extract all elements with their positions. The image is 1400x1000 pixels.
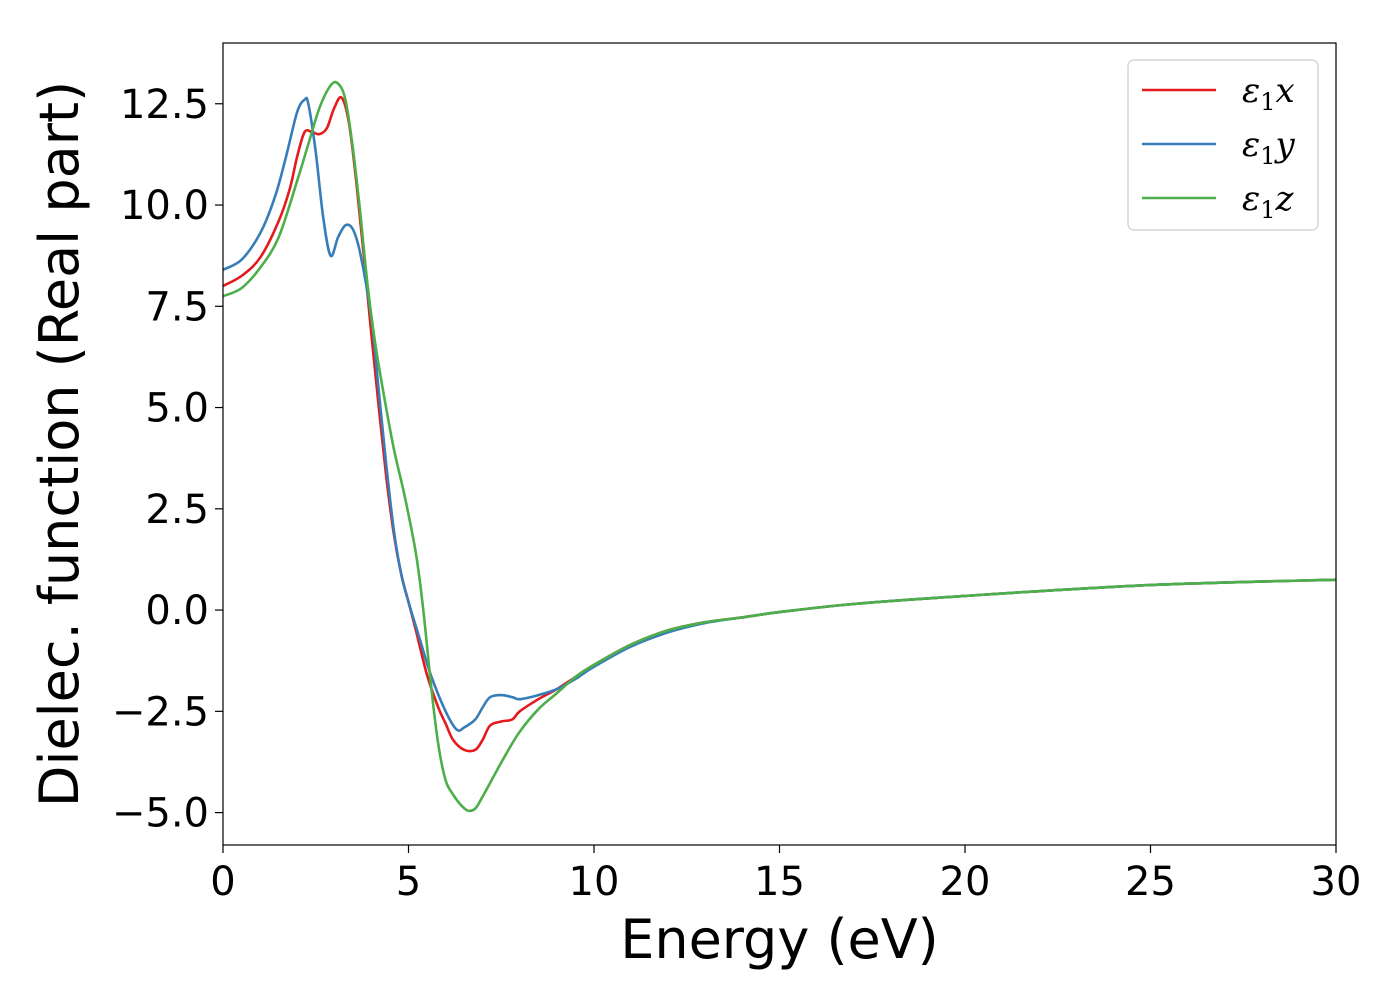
- series-line-z: [222, 80, 1337, 813]
- x-tick-label: 15: [754, 859, 805, 905]
- x-tick-label: 25: [1125, 859, 1176, 905]
- y-tick-label: −2.5: [112, 689, 209, 735]
- legend-box: [1127, 59, 1319, 231]
- legend-label-z: ε1z: [1242, 179, 1295, 224]
- x-tick-label: 20: [940, 859, 991, 905]
- y-tick-label: 5.0: [145, 386, 209, 432]
- x-tick-label: 0: [210, 859, 235, 905]
- y-tick-label: 2.5: [145, 487, 209, 533]
- x-tick-label: 5: [396, 859, 421, 905]
- y-axis: −5.0 −2.5 0.0 2.5 5.0 7.5 10.0 12.5: [112, 82, 223, 837]
- legend: ε1x ε1y ε1z: [1127, 59, 1319, 231]
- series-layer: [222, 80, 1337, 813]
- x-axis: 0 5 10 15 20 25 30: [210, 845, 1361, 905]
- y-tick-label: −5.0: [112, 791, 209, 837]
- y-tick-label: 0.0: [145, 588, 209, 634]
- y-tick-label: 12.5: [120, 82, 209, 128]
- legend-label-y: ε1y: [1242, 125, 1296, 170]
- x-axis-label: Energy (eV): [620, 908, 939, 971]
- y-tick-label: 10.0: [120, 183, 209, 229]
- legend-label-x: ε1x: [1242, 71, 1295, 116]
- x-tick-label: 10: [569, 859, 620, 905]
- y-axis-label: Dielec. function (Real part): [28, 81, 91, 807]
- y-tick-label: 7.5: [145, 284, 209, 330]
- x-tick-label: 30: [1311, 859, 1362, 905]
